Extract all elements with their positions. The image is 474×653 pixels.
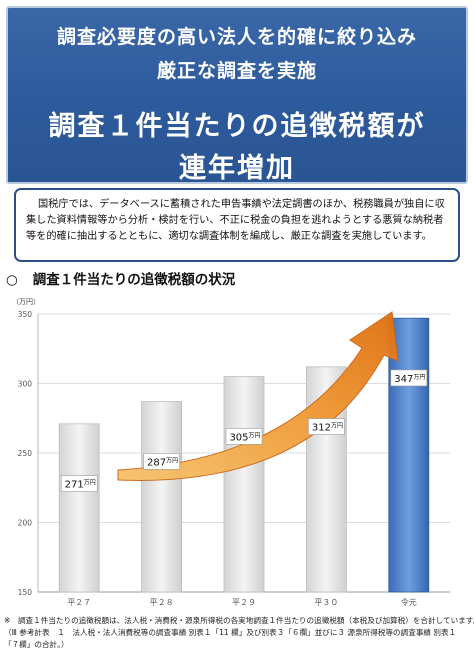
footnote-line-1: ※ 調査１件当たりの追徴税額は、法人税・消費税・源泉所得税の各実地調査１件当たり…	[4, 616, 474, 625]
data-label-box	[60, 475, 98, 492]
data-label-box	[308, 418, 345, 435]
footnote: ※ 調査１件当たりの追徴税額は、法人税・消費税・源泉所得税の各実地調査１件当たり…	[4, 615, 474, 651]
bar	[223, 376, 265, 593]
x-tick-label: 令元	[401, 597, 417, 607]
headline-line-3: 調査１件当たりの追徴税額が	[48, 111, 426, 142]
x-tick-label: 平２８	[150, 598, 174, 607]
footnote-line-2: （Ⅲ 参考計表 １ 法人税・法人消費税等の調査事績 別表１「11 欄」及び別表３…	[4, 628, 457, 637]
y-tick-label: 150	[18, 588, 33, 597]
bar	[388, 317, 430, 593]
title-banner: 調査必要度の高い法人を的確に絞り込み 厳正な調査を実施 調査１件当たりの追徴税額…	[6, 6, 468, 184]
data-label-box	[390, 369, 428, 387]
x-tick-label: 平２９	[232, 598, 256, 607]
data-label: 312万円	[312, 423, 343, 434]
y-tick-label: 250	[18, 449, 33, 458]
data-label: 347万円	[394, 374, 425, 385]
y-tick-label: 300	[18, 380, 33, 389]
y-axis-unit: （万円）	[12, 298, 40, 306]
headline-line-2: 厳正な調査を実施	[156, 60, 317, 82]
circle-bullet-icon: ○	[6, 272, 18, 288]
x-tick-label: 平２７	[67, 598, 91, 607]
headline-line-4: 連年増加	[179, 153, 295, 184]
y-tick-label: 200	[18, 519, 33, 528]
data-label: 271万円	[65, 480, 96, 491]
section-heading: ○ 調査１件当たりの追徴税額の状況	[6, 268, 466, 288]
data-label: 287万円	[147, 457, 178, 468]
y-tick-label: 350	[18, 310, 33, 319]
data-label-box	[225, 428, 263, 445]
footnote-line-3: 「７欄」の合計。）	[4, 640, 69, 649]
x-tick-label: 平３０	[314, 598, 338, 607]
bar	[58, 423, 100, 593]
data-label-box	[143, 453, 180, 470]
headline-line-1: 調査必要度の高い法人を的確に絞り込み	[56, 26, 417, 48]
trend-arrow	[117, 311, 399, 481]
tax-per-audit-chart: （万円） 150 200 250 300 350 平２７ 平２８ 平２９ 平３０ 令元 271万円 2…	[12, 298, 450, 607]
section-title: 調査１件当たりの追徴税額の状況	[32, 272, 236, 288]
bar	[141, 401, 183, 593]
data-label: 305万円	[229, 432, 260, 443]
description-box: 国税庁では、データベースに蓄積された申告事績や法定調書のほか、税務職員が独自に収…	[14, 188, 460, 262]
